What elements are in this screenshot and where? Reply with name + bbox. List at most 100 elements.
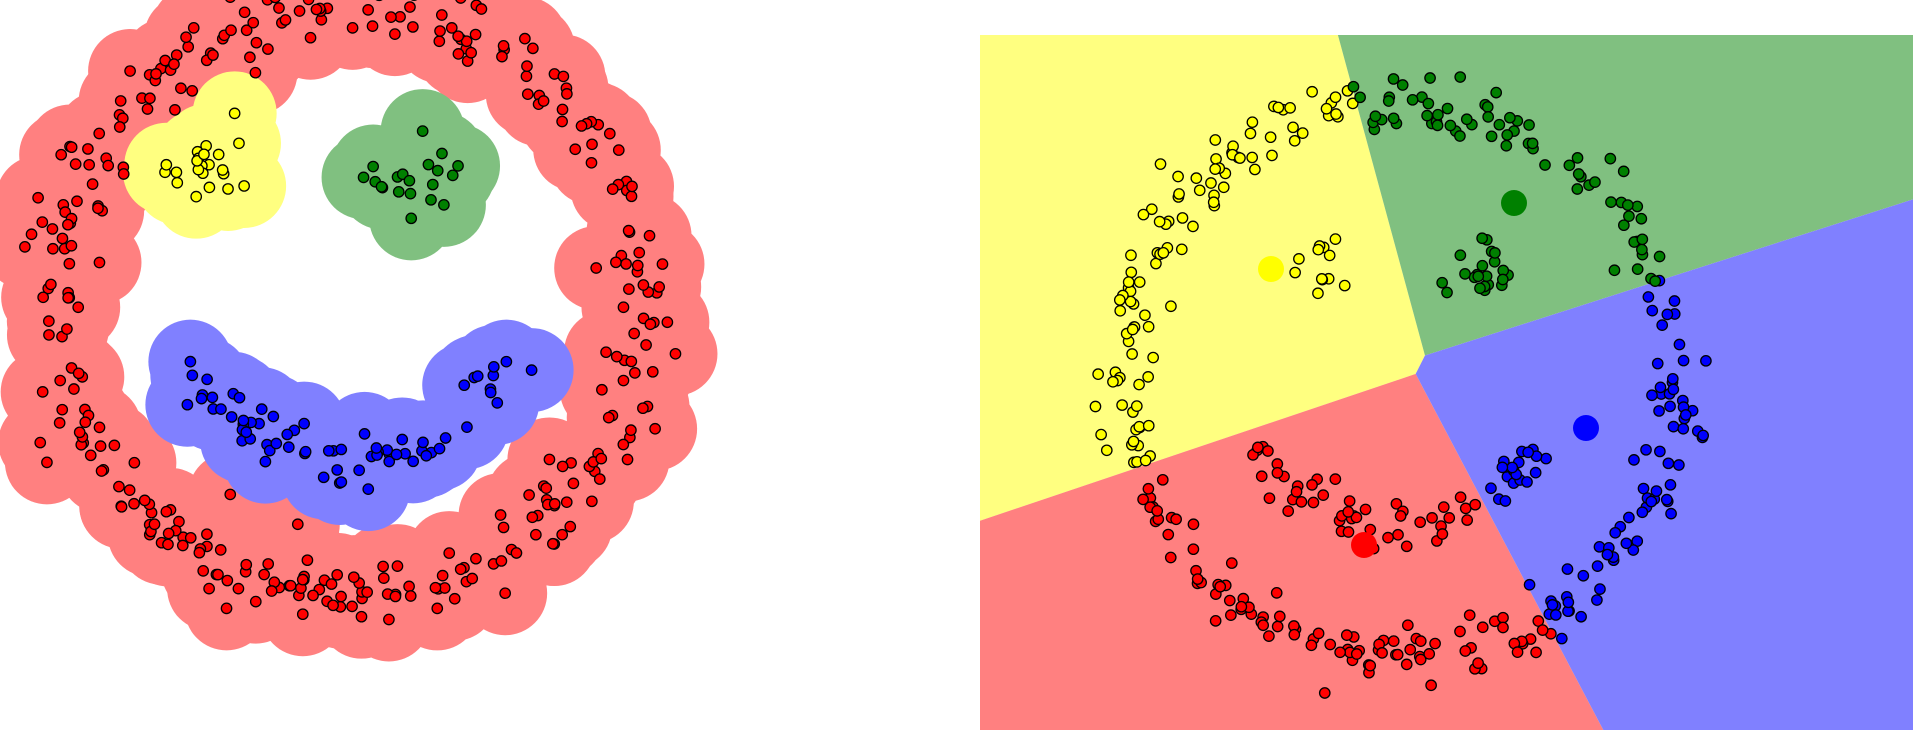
- data-point: [291, 518, 304, 531]
- data-point: [526, 511, 539, 524]
- data-point: [1489, 247, 1501, 259]
- data-point: [454, 563, 467, 576]
- data-point: [407, 21, 419, 33]
- data-point: [416, 125, 429, 137]
- data-point: [375, 0, 383, 2]
- data-point: [84, 449, 97, 462]
- data-point: [302, 0, 315, 6]
- data-point: [1225, 609, 1237, 621]
- data-point: [113, 480, 125, 493]
- data-point: [41, 456, 53, 469]
- data-point: [1264, 131, 1277, 144]
- data-point: [1187, 220, 1199, 233]
- data-point: [262, 43, 274, 55]
- data-point: [1320, 102, 1333, 115]
- data-point: [1422, 97, 1435, 110]
- data-point: [1459, 645, 1472, 657]
- data-point: [1113, 294, 1126, 306]
- data-point: [521, 88, 534, 101]
- data-point: [1400, 540, 1413, 553]
- data-point: [1646, 304, 1659, 317]
- data-point: [1137, 493, 1149, 506]
- data-point: [431, 164, 444, 177]
- data-point: [244, 51, 256, 64]
- data-point: [317, 471, 330, 484]
- data-point: [71, 195, 83, 208]
- data-point: [1653, 405, 1665, 417]
- data-point: [1679, 409, 1692, 421]
- data-point: [519, 32, 531, 45]
- data-point: [1414, 653, 1427, 666]
- data-point: [1295, 496, 1308, 508]
- data-point: [471, 370, 484, 382]
- data-point: [1191, 573, 1204, 585]
- data-point: [1307, 496, 1320, 509]
- data-point: [1127, 435, 1140, 448]
- data-point: [530, 528, 542, 541]
- data-point: [458, 379, 471, 392]
- data-point: [1257, 619, 1270, 632]
- data-point: [362, 483, 375, 495]
- data-point: [1523, 578, 1536, 591]
- data-point: [452, 160, 464, 172]
- data-point: [293, 5, 306, 17]
- data-point: [1126, 348, 1138, 360]
- data-point: [1266, 149, 1278, 162]
- data-point: [207, 49, 219, 61]
- data-point: [1296, 127, 1309, 139]
- data-point: [499, 587, 512, 600]
- data-point: [617, 438, 630, 451]
- data-point: [1645, 495, 1658, 508]
- data-point: [1472, 270, 1485, 283]
- data-point: [1636, 243, 1648, 256]
- data-point: [72, 367, 85, 380]
- data-point: [1306, 85, 1318, 98]
- data-point: [1288, 628, 1301, 641]
- data-point: [1536, 624, 1549, 636]
- data-point: [1490, 86, 1503, 99]
- data-point: [335, 476, 348, 488]
- data-point: [296, 573, 309, 586]
- data-point: [595, 452, 608, 465]
- data-point: [383, 455, 396, 468]
- data-point: [1653, 250, 1666, 263]
- data-point: [1429, 637, 1441, 650]
- data-point: [54, 374, 67, 387]
- data-point: [425, 193, 437, 206]
- data-point: [1100, 444, 1113, 457]
- data-point: [661, 316, 674, 329]
- data-point: [93, 127, 106, 140]
- data-point: [455, 0, 467, 4]
- data-point: [190, 190, 203, 203]
- data-point: [1504, 111, 1516, 124]
- data-point: [669, 347, 682, 360]
- data-point: [1133, 420, 1146, 433]
- data-point: [622, 224, 635, 237]
- data-point: [240, 426, 253, 439]
- data-point: [193, 546, 206, 559]
- data-point: [1324, 638, 1337, 651]
- data-point: [626, 180, 638, 193]
- data-point: [47, 242, 59, 255]
- data-point: [240, 24, 253, 37]
- data-point: [1401, 619, 1414, 632]
- data-point: [1459, 268, 1471, 280]
- data-point: [1476, 232, 1488, 245]
- data-point: [1139, 454, 1152, 467]
- data-point: [113, 121, 126, 133]
- data-point: [1137, 208, 1150, 221]
- data-point: [596, 383, 608, 396]
- data-point: [367, 160, 379, 173]
- data-point: [1400, 658, 1413, 671]
- data-point: [335, 590, 347, 603]
- data-point: [160, 158, 173, 171]
- data-point: [625, 424, 637, 437]
- data-point: [1382, 95, 1395, 107]
- data-point: [69, 158, 82, 170]
- data-point: [1157, 246, 1170, 259]
- data-point: [1175, 243, 1188, 256]
- data-point: [170, 166, 183, 179]
- data-point: [169, 104, 181, 116]
- data-point: [1496, 273, 1509, 286]
- data-point: [431, 602, 444, 615]
